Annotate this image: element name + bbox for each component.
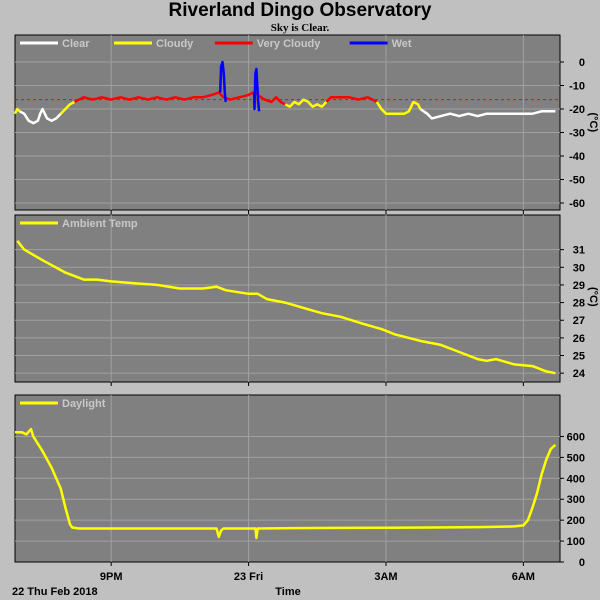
ambient-temp-ylabel: (°C): [587, 287, 599, 307]
xtick-label: 23 Fri: [234, 571, 263, 583]
daylight-ytick-label: 600: [567, 431, 585, 443]
sky-temp-ytick-label: -40: [569, 151, 585, 163]
sky-temp-ytick-label: -30: [569, 128, 585, 140]
sky-temp-ytick-label: -50: [569, 175, 585, 187]
sky-temp-series-wet: [218, 60, 227, 103]
sky-temp-ytick-label: -20: [569, 104, 585, 116]
sky-temp-series-very-cloudy: [73, 91, 286, 106]
ambient-temp-ytick-label: 26: [573, 333, 585, 345]
footer-xlabel: Time: [275, 586, 300, 598]
ambient-temp-ytick-label: 29: [573, 280, 585, 292]
chart-subtitle: Sky is Clear.: [270, 22, 330, 34]
daylight-ytick-label: 400: [567, 473, 585, 485]
sky-temp-series-cloudy: [59, 100, 76, 115]
daylight-ytick-label: 300: [567, 494, 585, 506]
daylight-ytick-label: 0: [579, 557, 585, 569]
ambient-temp-ytick-label: 31: [573, 245, 585, 257]
sky-temp-legend-label: Clear: [62, 38, 90, 50]
sky-temp-legend-label: Wet: [392, 38, 412, 50]
sky-temp-series-wet: [252, 67, 261, 112]
sky-temp-series-very-cloudy: [325, 96, 378, 104]
ambient-temp-ytick-label: 30: [573, 262, 585, 274]
daylight-legend-label: Daylight: [62, 398, 106, 410]
ambient-temp-legend-label: Ambient Temp: [62, 218, 138, 230]
sky-temp-series-cloudy: [375, 100, 422, 115]
chart-title: Riverland Dingo Observatory: [168, 0, 432, 21]
xtick-label: 9PM: [100, 571, 123, 583]
sky-temp-legend-label: Cloudy: [156, 38, 194, 50]
sky-temp-ytick-label: -60: [569, 198, 585, 210]
daylight-series-daylight: [15, 427, 557, 540]
sky-temp-ylabel: (°C): [587, 113, 599, 133]
ambient-temp-ytick-label: 27: [573, 315, 585, 327]
footer-date: 22 Thu Feb 2018: [12, 586, 98, 598]
sky-temp-ytick-label: -10: [569, 81, 585, 93]
sky-temp-panel: [14, 34, 561, 211]
xtick-label: 6AM: [512, 571, 535, 583]
ambient-temp-ytick-label: 28: [573, 298, 585, 310]
ambient-temp-ytick-label: 24: [573, 368, 586, 380]
ambient-temp-ytick-label: 25: [573, 351, 585, 363]
xtick-label: 3AM: [374, 571, 397, 583]
daylight-ytick-label: 200: [567, 515, 585, 527]
ambient-temp-series-ambient-temp: [16, 240, 556, 375]
sky-temp-legend-label: Very Cloudy: [257, 38, 321, 50]
ambient-temp-panel: [14, 214, 561, 383]
sky-temp-series-cloudy: [284, 98, 328, 108]
sky-temp-series-clear: [19, 107, 62, 125]
sky-temp-ytick-label: 0: [579, 57, 585, 69]
daylight-ytick-label: 100: [567, 536, 585, 548]
sky-temp-series-clear: [419, 107, 556, 120]
sky-temp-series-cloudy: [13, 107, 21, 115]
daylight-ytick-label: 500: [567, 452, 585, 464]
